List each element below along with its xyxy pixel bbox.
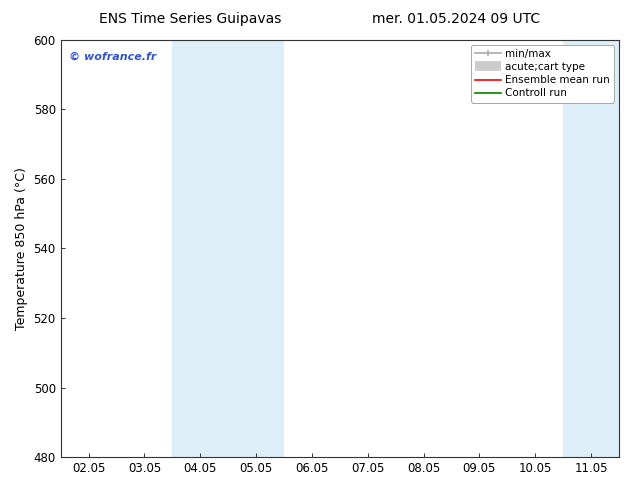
- Text: ENS Time Series Guipavas: ENS Time Series Guipavas: [99, 12, 281, 26]
- Legend: min/max, acute;cart type, Ensemble mean run, Controll run: min/max, acute;cart type, Ensemble mean …: [470, 45, 614, 102]
- Text: © wofrance.fr: © wofrance.fr: [69, 52, 157, 62]
- Bar: [172, 40, 284, 457]
- Text: mer. 01.05.2024 09 UTC: mer. 01.05.2024 09 UTC: [372, 12, 541, 26]
- Y-axis label: Temperature 850 hPa (°C): Temperature 850 hPa (°C): [15, 167, 28, 330]
- Bar: [563, 40, 619, 457]
